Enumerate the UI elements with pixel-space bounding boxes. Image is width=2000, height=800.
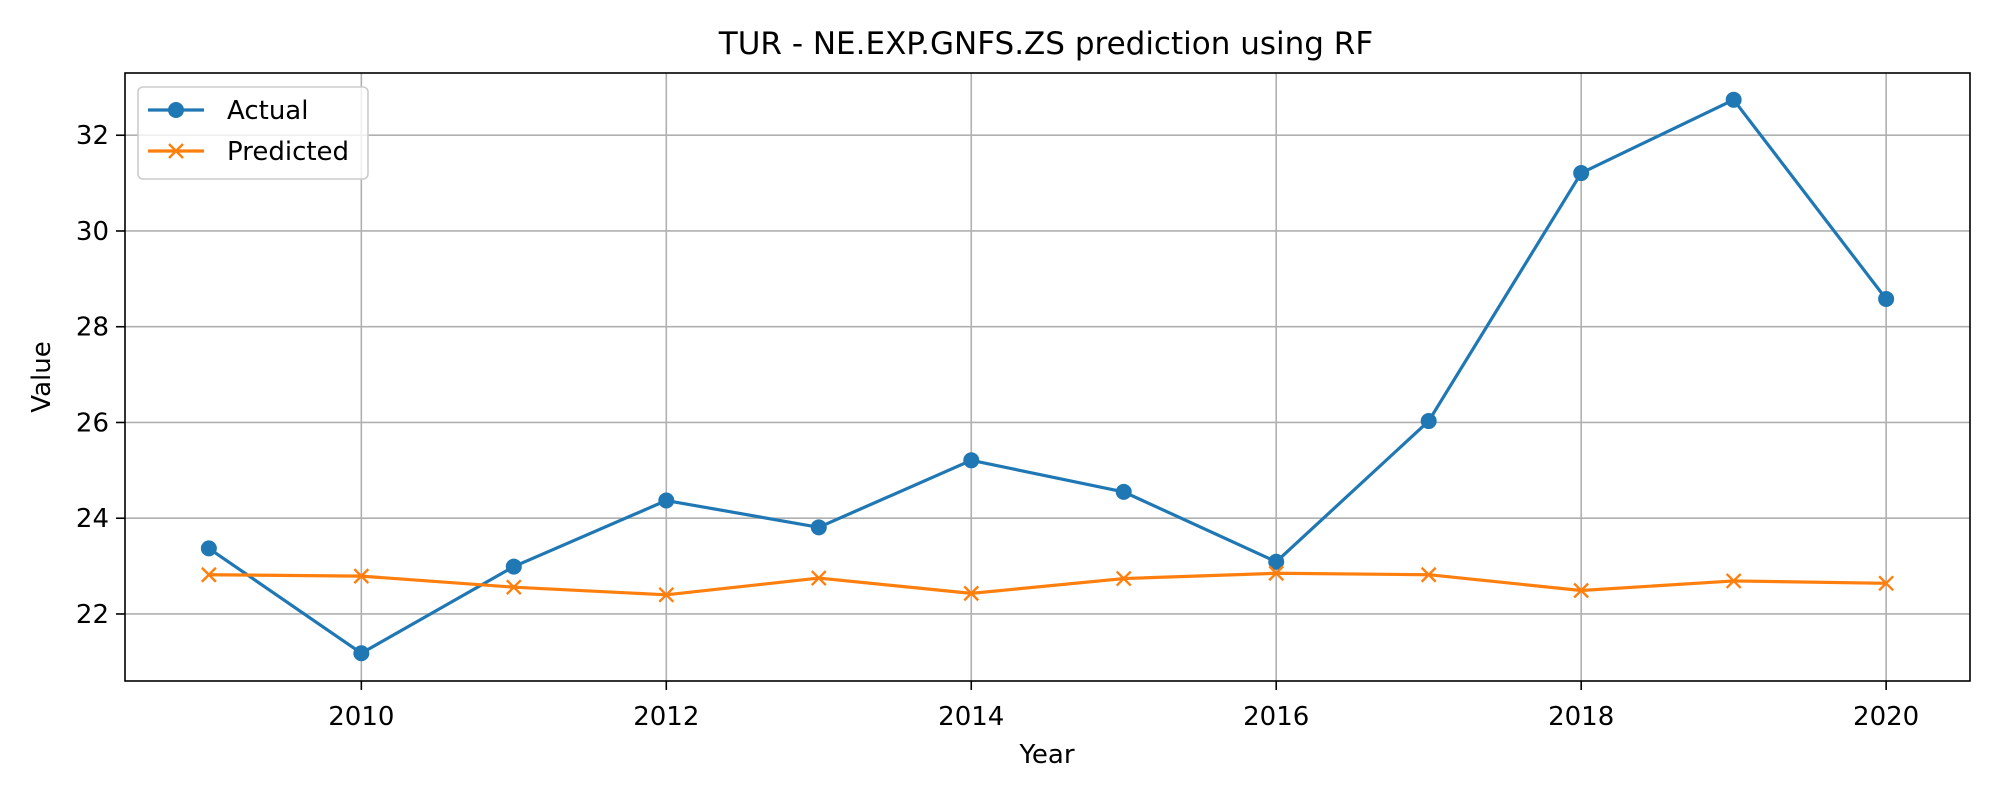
x-tick-label: 2010: [328, 702, 394, 732]
data-point-predicted: [1725, 573, 1742, 589]
chart-title: TUR - NE.EXP.GNFS.ZS prediction using RF: [718, 26, 1373, 62]
y-tick-label: 28: [76, 313, 109, 343]
legend: Actual Predicted: [137, 86, 369, 180]
data-point-predicted: [353, 568, 370, 585]
data-point-x-stroke: [810, 570, 827, 586]
data-point-actual: [963, 452, 980, 469]
data-point-actual: [1573, 165, 1590, 182]
y-tick-label: 26: [76, 408, 109, 438]
series-line-predicted: [208, 571, 1887, 597]
data-point-predicted: [1573, 582, 1590, 599]
x-tick-label: 2018: [1548, 702, 1614, 732]
data-point-actual: [1878, 290, 1895, 307]
data-point-x-stroke: [353, 568, 370, 585]
data-point-predicted: [1420, 566, 1437, 583]
data-point-x-stroke: [1725, 573, 1742, 589]
legend-marker-predicted: [168, 143, 184, 159]
data-point-actual: [810, 519, 827, 536]
data-point-x-stroke: [201, 566, 217, 583]
y-tick-label: 22: [76, 600, 109, 630]
x-tick-label: 2012: [633, 702, 699, 732]
data-point-x-stroke: [1878, 575, 1894, 592]
data-point-actual: [200, 540, 217, 557]
x-tick-label: 2016: [1243, 702, 1309, 732]
x-axis-label: Year: [1018, 740, 1074, 770]
data-point-actual: [658, 492, 675, 509]
data-point-actual: [1115, 483, 1132, 500]
data-point-x-stroke: [505, 579, 522, 596]
plot-frame: [124, 72, 1971, 682]
data-point-actual: [1268, 553, 1285, 570]
x-tick-label: 2020: [1853, 702, 1919, 732]
data-point-x-stroke: [1268, 565, 1285, 582]
data-point-x-stroke: [963, 585, 980, 602]
grid: [125, 73, 1970, 681]
x-tick-label: 2014: [938, 702, 1004, 732]
data-point-actual: [353, 645, 370, 662]
data-point-actual: [505, 558, 522, 575]
legend-label-predicted: Predicted: [227, 137, 349, 167]
data-point-x-stroke: [1420, 566, 1437, 583]
y-tick-label: 32: [76, 121, 109, 151]
data-point-predicted: [505, 579, 522, 596]
data-point-predicted: [963, 585, 980, 602]
data-point-actual: [1420, 413, 1437, 430]
data-point-actual: [1725, 91, 1742, 108]
data-point-x-stroke: [658, 586, 675, 603]
data-point-predicted: [1115, 570, 1132, 587]
data-point-x-stroke: [1115, 570, 1132, 587]
series-layer: [200, 91, 1895, 662]
y-tick-label: 30: [76, 217, 109, 247]
data-point-predicted: [201, 566, 217, 583]
y-axis-label: Value: [27, 341, 57, 412]
data-point-predicted: [1878, 575, 1894, 592]
y-tick-label: 24: [76, 504, 109, 534]
legend-marker-actual: [168, 102, 184, 118]
legend-label-actual: Actual: [227, 96, 308, 126]
data-point-predicted: [810, 570, 827, 586]
axis-ticks: 2010 2012 2014 2016 2018 2020 22 24 26 28 30 32: [76, 121, 1919, 732]
series-line-actual: [207, 98, 1888, 655]
data-point-predicted: [1268, 565, 1285, 582]
data-point-predicted: [658, 586, 675, 603]
data-point-x-stroke: [1573, 582, 1590, 599]
